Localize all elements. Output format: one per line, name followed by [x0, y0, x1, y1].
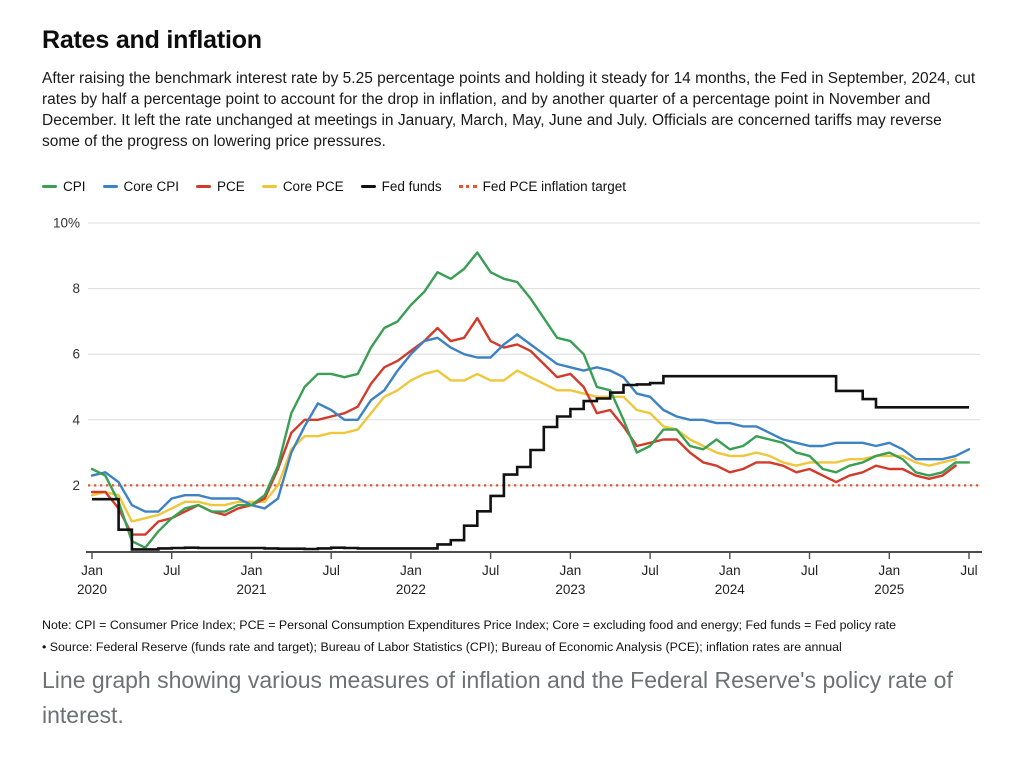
chart-source: • Source: Federal Reserve (funds rate an… — [42, 640, 842, 654]
series-cpi-line — [90, 251, 971, 549]
chart-legend: CPI Core CPI PCE Core PCE Fed funds Fed PCE i… — [42, 179, 626, 194]
rates-inflation-chart: 2 4 6 8 10% Jan 2020 Jul Jan 2021 Jul Jan 2022 Jul Jan… — [42, 210, 982, 610]
x-axis-label-month: Jul — [482, 563, 499, 578]
legend-swatch-cpi-icon — [42, 185, 57, 188]
legend-label-cpi: CPI — [63, 179, 86, 194]
legend-swatch-fed_funds-icon — [360, 185, 376, 188]
x-axis-label-year: 2022 — [396, 582, 426, 597]
x-axis-label-month: Jan — [400, 563, 422, 578]
series-fed_funds-line — [92, 374, 969, 551]
series-core_cpi-line — [90, 333, 971, 513]
legend-item-core_pce: Core PCE — [261, 179, 344, 194]
x-axis-label-year: 2024 — [715, 582, 746, 597]
legend-item-pce: PCE — [196, 179, 245, 194]
legend-item-cpi: CPI — [42, 179, 86, 194]
legend-swatch-pce-icon — [196, 185, 212, 188]
chart-canvas: 2 4 6 8 10% Jan 2020 Jul Jan 2021 Jul Jan 2022 Jul Jan… — [53, 216, 982, 597]
legend-label-fed_funds: Fed funds — [381, 179, 442, 194]
x-axis-label-year: 2021 — [236, 582, 266, 597]
chart-note: Note: CPI = Consumer Price Index; PCE = … — [42, 618, 897, 632]
image-caption: Line graph showing various measures of i… — [42, 667, 953, 728]
legend-swatch-core_pce-icon — [261, 185, 277, 188]
x-axis-label-month: Jan — [241, 563, 263, 578]
y-axis-label-6: 6 — [72, 347, 80, 362]
x-axis-label-month: Jan — [81, 563, 103, 578]
y-axis-label-4: 4 — [72, 412, 80, 427]
x-axis-label-month: Jan — [878, 563, 900, 578]
legend-swatch-target-icon — [458, 185, 477, 188]
legend-label-pce: PCE — [217, 179, 245, 194]
legend-swatch-core_cpi-icon — [102, 185, 118, 188]
legend-label-target: Fed PCE inflation target — [482, 179, 626, 194]
legend-label-core_pce: Core PCE — [282, 179, 344, 194]
legend-label-core_cpi: Core CPI — [123, 179, 180, 194]
x-axis-label-month: Jul — [801, 563, 818, 578]
x-axis-label-month: Jul — [641, 563, 658, 578]
y-axis-label-8: 8 — [72, 281, 80, 296]
page-title: Rates and inflation — [42, 26, 262, 54]
legend-item-fed_funds: Fed funds — [360, 179, 442, 194]
legend-item-core_cpi: Core CPI — [102, 179, 180, 194]
series-pce-line — [90, 316, 957, 536]
x-axis-label-month: Jan — [719, 563, 741, 578]
y-axis-label-2: 2 — [72, 478, 80, 493]
y-axis-label-10: 10% — [53, 216, 80, 231]
x-axis-label-year: 2025 — [874, 582, 904, 597]
x-axis-label-month: Jul — [323, 563, 340, 578]
legend-item-target: Fed PCE inflation target — [458, 179, 626, 194]
series-core_pce-line — [90, 369, 957, 523]
x-axis-label-month: Jul — [163, 563, 180, 578]
x-axis-label-year: 2023 — [555, 582, 585, 597]
x-axis-label-month: Jan — [560, 563, 582, 578]
intro-paragraph: After raising the benchmark interest rat… — [42, 70, 976, 150]
x-axis-label-year: 2020 — [77, 582, 107, 597]
x-axis-label-month: Jul — [960, 563, 977, 578]
